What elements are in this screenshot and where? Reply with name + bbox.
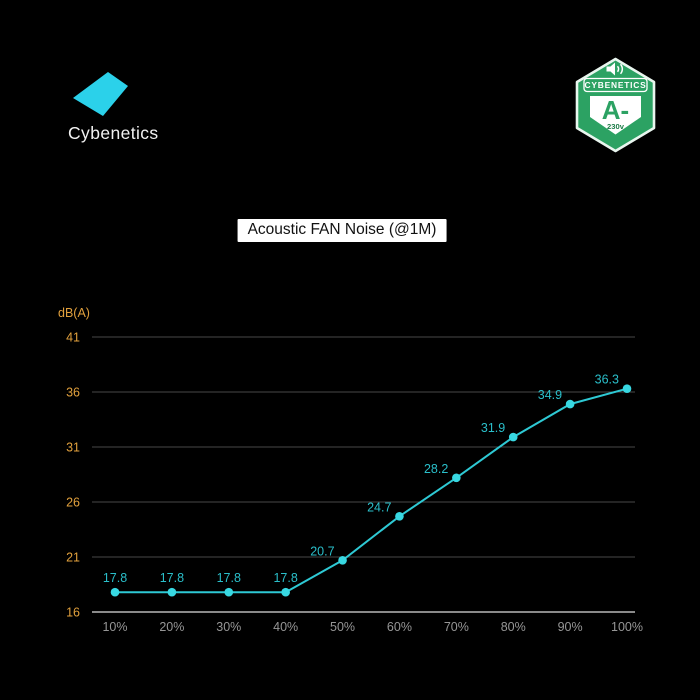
data-point	[452, 473, 461, 483]
badge-brand-text: CYBENETICS	[585, 80, 647, 90]
data-point	[338, 556, 347, 565]
data-point	[167, 587, 177, 597]
data-point	[395, 512, 404, 521]
cybenetics-logo-text: Cybenetics	[68, 123, 159, 143]
y-tick-label: 31	[66, 441, 80, 455]
y-tick-label: 26	[66, 496, 80, 510]
x-tick-label: 70%	[444, 620, 469, 634]
data-point-label: 17.8	[217, 571, 241, 585]
data-point-label: 17.8	[103, 571, 127, 585]
badge-brand-frame	[583, 77, 648, 93]
badge-rating-text: A-	[602, 95, 629, 125]
data-point	[110, 587, 120, 597]
y-tick-label: 16	[66, 606, 80, 620]
data-point	[224, 587, 234, 597]
x-tick-label: 90%	[558, 620, 583, 634]
data-point-label: 31.9	[481, 421, 505, 435]
y-tick-label: 41	[66, 331, 80, 345]
badge-shield	[590, 96, 641, 135]
y-axis-title: dB(A)	[58, 306, 90, 320]
y-tick-label: 36	[66, 386, 80, 400]
x-tick-label: 60%	[387, 620, 412, 634]
x-tick-label: 20%	[159, 620, 184, 634]
x-tick-label: 80%	[501, 620, 526, 634]
cybenetics-rating-badge: CYBENETICS A- 230v	[575, 57, 656, 153]
x-tick-label: 30%	[216, 620, 241, 634]
x-tick-label: 40%	[273, 620, 298, 634]
noise-line-series	[115, 387, 628, 594]
chart-title: Acoustic FAN Noise (@1M)	[237, 219, 447, 242]
x-tick-label: 100%	[611, 620, 643, 634]
cybenetics-logo-icon	[73, 72, 128, 116]
data-point	[622, 384, 632, 394]
y-tick-label: 21	[66, 551, 80, 565]
data-point-label: 24.7	[367, 500, 391, 514]
logo-shape	[73, 72, 128, 116]
data-point-label: 17.8	[273, 571, 297, 585]
data-point-label: 36.3	[595, 373, 619, 387]
x-tick-label: 50%	[330, 620, 355, 634]
speaker-icon	[606, 62, 624, 76]
data-point	[281, 587, 290, 597]
data-point-label: 17.8	[160, 571, 184, 585]
cybenetics-logo: Cybenetics	[68, 70, 178, 144]
data-point-label: 34.9	[538, 388, 562, 402]
x-tick-label: 10%	[102, 620, 127, 634]
data-point-label: 28.2	[424, 462, 448, 476]
badge-voltage-text: 230v	[607, 122, 625, 131]
data-point-label: 20.7	[310, 544, 334, 558]
data-point	[565, 399, 575, 409]
data-point	[508, 432, 518, 442]
